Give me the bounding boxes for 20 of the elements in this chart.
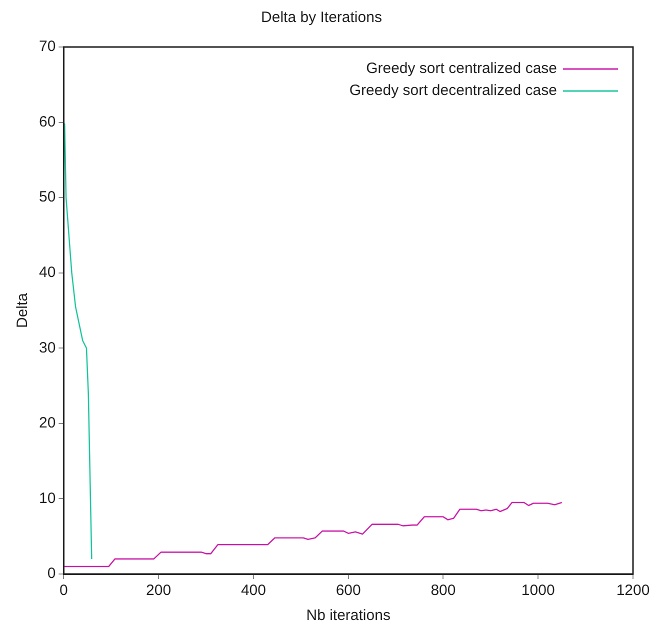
x-tick-label: 200: [146, 582, 172, 600]
legend-label: Greedy sort centralized case: [366, 60, 557, 78]
x-tick-label: 600: [336, 582, 361, 600]
y-tick-label: 60: [38, 113, 56, 130]
x-tick-label: 1200: [616, 582, 650, 600]
y-tick-label: 10: [38, 490, 56, 507]
y-tick-label: 0: [47, 565, 56, 582]
x-axis-title: Nb iterations: [306, 607, 390, 624]
x-tick-label: 0: [60, 582, 68, 600]
chart-title: Delta by Iterations: [261, 9, 382, 26]
x-tick-label: 400: [240, 582, 266, 600]
y-tick-label: 40: [38, 264, 56, 281]
y-tick-label: 30: [38, 339, 56, 356]
y-tick-label: 70: [38, 38, 56, 56]
y-tick-label: 50: [38, 188, 56, 206]
x-tick-label: 1000: [521, 582, 555, 600]
y-axis-title: Delta: [14, 292, 32, 328]
x-tick-label: 800: [430, 582, 456, 600]
legend-label: Greedy sort decentralized case: [349, 82, 557, 100]
y-tick-label: 20: [38, 414, 56, 432]
